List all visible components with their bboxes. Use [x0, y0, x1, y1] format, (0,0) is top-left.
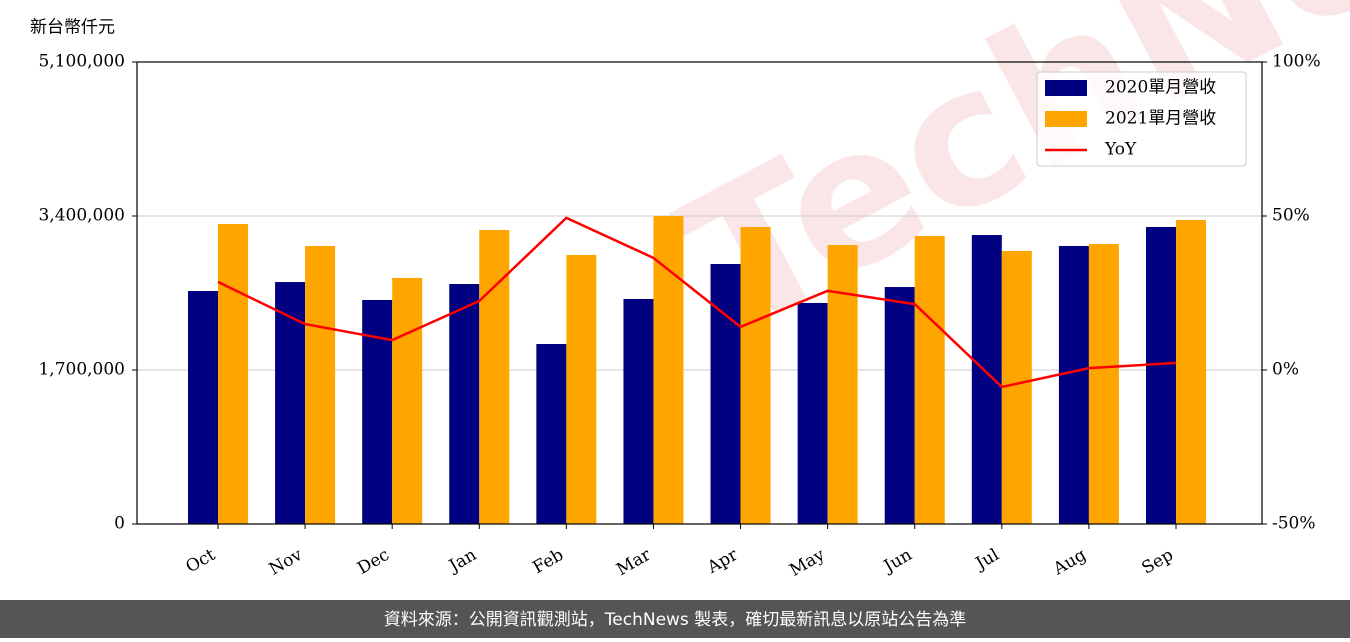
x-tick-label: Sep: [1139, 545, 1177, 579]
y2-tick-label: 50%: [1272, 206, 1310, 226]
legend-swatch: [1045, 80, 1087, 96]
footer-bar: [0, 600, 1350, 638]
y-tick-label: 0: [114, 514, 125, 534]
y2-tick-label: 100%: [1272, 52, 1321, 72]
bar: [392, 277, 423, 524]
x-tick-label: Nov: [266, 545, 306, 580]
x-tick-label: Jul: [971, 545, 1003, 575]
bar: [653, 216, 684, 524]
legend-label: 2020單月營收: [1105, 78, 1216, 98]
x-tick-label: Feb: [530, 545, 568, 578]
bar: [362, 299, 393, 524]
x-tick-label: May: [786, 545, 829, 581]
x-tick-label: Oct: [183, 545, 219, 578]
y-tick-label: 1,700,000: [38, 360, 125, 380]
bar: [1058, 245, 1089, 524]
footer: 資料來源：公開資訊觀測站，TechNews 製表，確切最新訊息以原站公告為準: [384, 610, 966, 630]
bar: [827, 244, 858, 525]
bar: [566, 254, 597, 524]
legend-label: YoY: [1104, 140, 1137, 160]
bar: [449, 284, 480, 524]
bar: [1176, 219, 1206, 524]
bar: [479, 230, 510, 524]
bar: [971, 235, 1002, 524]
y-tick-label: 3,400,000: [38, 206, 125, 226]
bar: [884, 287, 915, 524]
x-tick-label: Apr: [703, 544, 742, 578]
y-axis-title: 新台幣仟元: [30, 18, 115, 38]
bar: [1001, 250, 1032, 525]
y-tick-label: 5,100,000: [38, 52, 125, 72]
x-tick-label: Dec: [354, 545, 393, 579]
bar: [914, 236, 945, 524]
y2-tick-label: 0%: [1272, 360, 1299, 380]
bar: [536, 344, 567, 524]
bar: [740, 226, 771, 524]
bar: [305, 245, 336, 524]
bar: [275, 282, 306, 524]
bar: [710, 264, 741, 524]
y2-tick-label: -50%: [1272, 514, 1316, 534]
legend-box: [1036, 71, 1247, 167]
x-tick-label: Aug: [1049, 545, 1090, 580]
bar: [1146, 226, 1176, 524]
bar: [1088, 243, 1119, 524]
bar: [623, 298, 654, 524]
bar: [188, 291, 218, 524]
line: [217, 216, 1177, 389]
legend-swatch: [1045, 111, 1087, 127]
bar: [797, 302, 828, 524]
x-tick-label: Jan: [444, 545, 480, 577]
plot-frame: [136, 61, 1263, 525]
legend-label: 2021單月營收: [1105, 109, 1216, 129]
x-tick-label: Mar: [613, 544, 655, 580]
x-tick-label: Jun: [879, 545, 916, 578]
bar: [218, 223, 248, 524]
